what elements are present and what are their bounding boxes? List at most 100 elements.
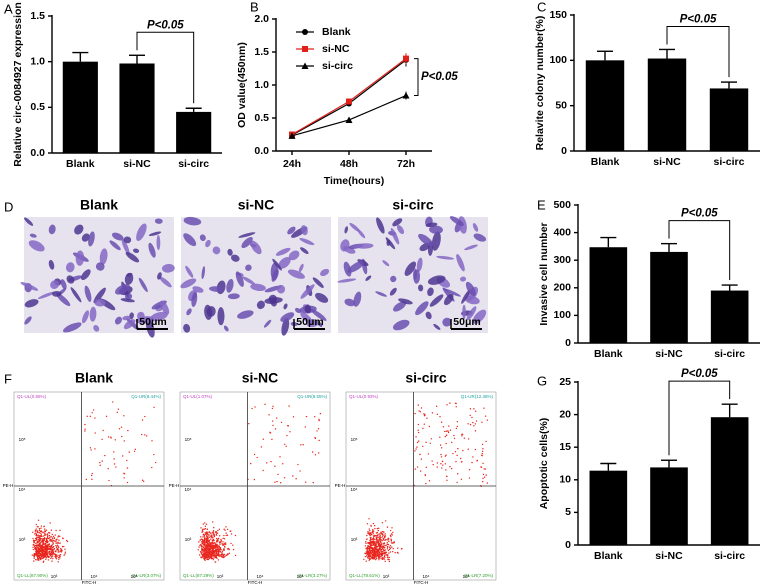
event-dot <box>45 539 48 542</box>
event-dot <box>232 544 234 546</box>
event-dot <box>371 531 374 533</box>
event-dot <box>198 541 200 543</box>
y-axis-label: OD value(450nm) <box>236 42 248 128</box>
event-dot <box>224 529 226 531</box>
cell <box>183 216 202 226</box>
event-dot <box>38 535 40 538</box>
event-dot <box>386 548 389 550</box>
event-dot <box>373 535 375 538</box>
cell <box>385 237 396 250</box>
event-dot <box>211 557 214 560</box>
event-dot <box>40 534 43 536</box>
cell <box>443 288 461 297</box>
event-dot <box>216 557 218 559</box>
event-dot <box>318 418 320 421</box>
event-dot <box>52 555 54 557</box>
event-dot <box>374 540 376 543</box>
event-dot <box>382 557 385 559</box>
significance-bracket <box>668 380 731 456</box>
event-dot <box>379 545 381 547</box>
event-dot <box>381 522 384 524</box>
axis-label: PE-H <box>335 483 346 488</box>
event-dot <box>208 533 210 535</box>
event-dot <box>209 554 212 557</box>
event-dot <box>45 549 48 551</box>
cell <box>295 307 301 314</box>
event-dot <box>42 539 44 541</box>
cell <box>320 268 330 277</box>
event-dot <box>51 551 53 554</box>
event-dot <box>59 555 61 558</box>
event-dot <box>481 421 483 424</box>
event-dot <box>447 430 449 432</box>
event-dot <box>369 553 371 555</box>
event-dot <box>383 543 386 545</box>
event-dot <box>370 542 372 545</box>
event-dot <box>389 534 392 537</box>
cell <box>287 226 296 235</box>
event-dot <box>365 540 367 543</box>
event-dot <box>452 452 454 455</box>
event-dot <box>59 557 61 559</box>
event-dot <box>482 477 484 480</box>
y-tick-label: 10⁴ <box>19 487 26 492</box>
cell <box>205 239 211 248</box>
cell <box>264 285 282 293</box>
event-dot <box>55 544 57 547</box>
cell <box>365 275 372 281</box>
event-dot <box>94 448 96 450</box>
event-dot <box>37 539 39 541</box>
event-dot <box>381 533 384 535</box>
event-dot <box>288 405 290 407</box>
event-dot <box>429 442 432 444</box>
event-dot <box>447 431 450 434</box>
cell <box>24 299 39 308</box>
event-dot <box>34 553 37 556</box>
event-dot <box>372 557 374 560</box>
event-dot <box>210 534 212 536</box>
event-dot <box>204 543 206 546</box>
event-dot <box>33 556 35 558</box>
panel-label: D <box>4 199 13 214</box>
event-dot <box>225 534 227 537</box>
cell <box>109 240 121 251</box>
event-dot <box>38 527 41 530</box>
event-dot <box>366 552 368 554</box>
event-dot <box>205 554 207 557</box>
event-dot <box>461 433 464 435</box>
event-dot <box>254 406 256 408</box>
event-dot <box>40 556 42 558</box>
event-dot <box>216 541 218 543</box>
event-dot <box>123 440 126 442</box>
cell <box>48 224 56 235</box>
event-dot <box>440 447 443 449</box>
event-dot <box>440 421 443 423</box>
event-dot <box>482 473 485 476</box>
event-dot <box>365 560 367 562</box>
cell <box>154 218 163 224</box>
event-dot <box>471 461 473 464</box>
event-dot <box>228 552 231 555</box>
event-dot <box>200 536 202 538</box>
cell <box>353 291 362 307</box>
event-dot <box>41 540 43 543</box>
event-dot <box>201 531 203 533</box>
y-tick-label: 150 <box>549 9 567 21</box>
event-dot <box>41 544 44 547</box>
event-dot <box>126 459 128 462</box>
event-dot <box>376 534 378 537</box>
event-dot <box>55 546 58 548</box>
event-dot <box>42 555 45 557</box>
event-dot <box>274 481 276 483</box>
cell <box>427 287 434 297</box>
event-dot <box>45 533 47 536</box>
event-dot <box>46 535 49 538</box>
event-dot <box>416 441 419 444</box>
event-dot <box>270 460 272 463</box>
axis-label: FITC-H <box>414 580 429 585</box>
event-dot <box>45 537 48 540</box>
event-dot <box>375 557 378 560</box>
event-dot <box>42 532 44 534</box>
cell <box>344 298 356 307</box>
cell <box>81 233 90 242</box>
